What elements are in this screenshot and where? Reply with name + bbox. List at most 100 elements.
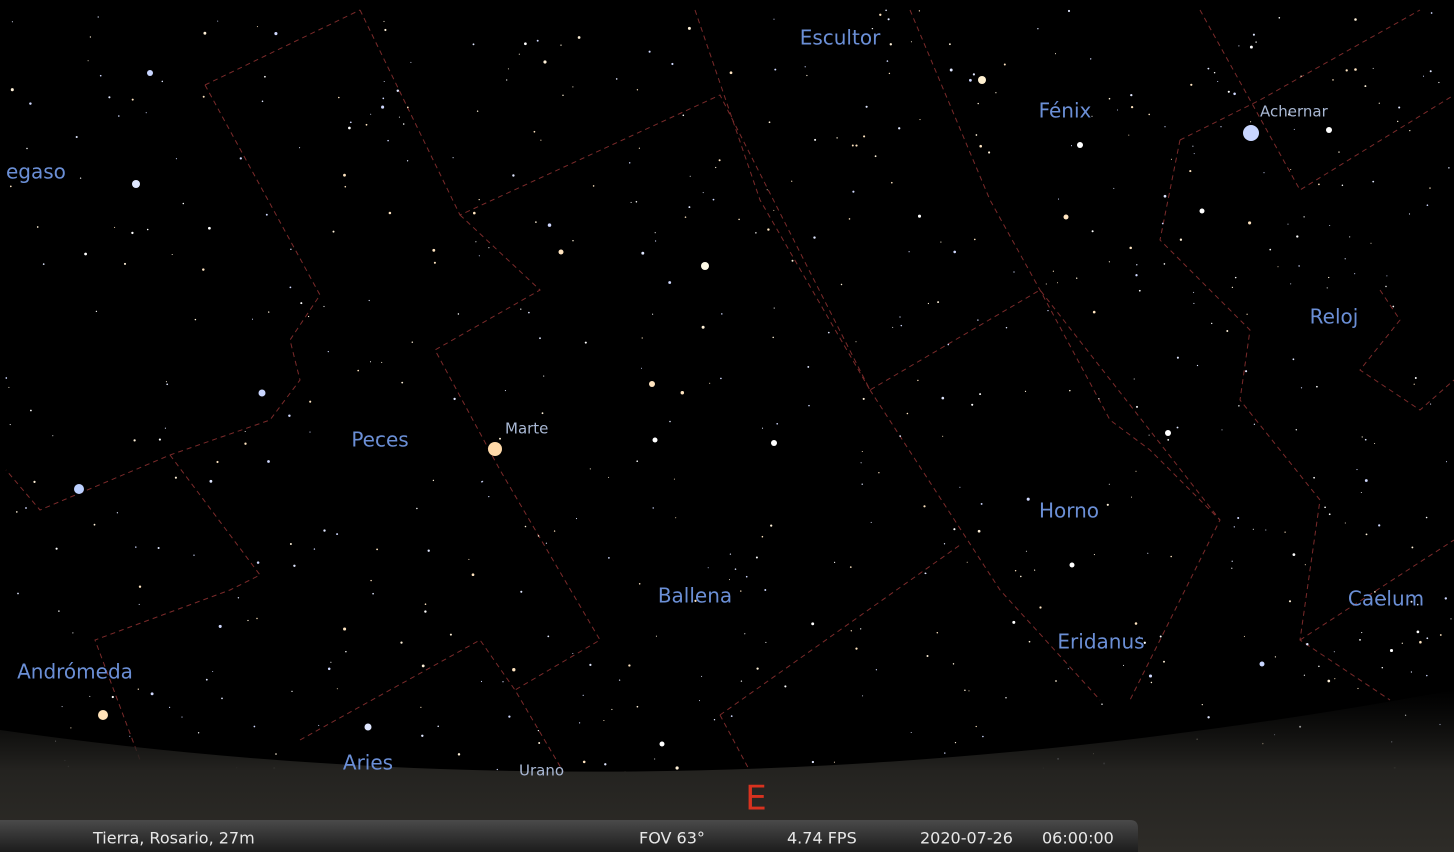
star[interactable] <box>259 390 266 397</box>
star[interactable] <box>520 591 522 593</box>
star[interactable] <box>1109 98 1111 100</box>
star[interactable] <box>967 562 968 563</box>
star[interactable] <box>977 319 978 320</box>
star[interactable] <box>767 189 768 190</box>
star[interactable] <box>642 337 643 338</box>
star[interactable] <box>583 761 586 764</box>
star[interactable] <box>813 236 815 238</box>
star[interactable] <box>1071 145 1072 146</box>
star[interactable] <box>1346 69 1348 71</box>
star[interactable] <box>1263 172 1264 173</box>
star[interactable] <box>473 43 475 45</box>
star[interactable] <box>337 688 338 689</box>
star[interactable] <box>1450 618 1451 619</box>
star[interactable] <box>10 424 11 425</box>
star[interactable] <box>291 691 292 692</box>
star[interactable] <box>769 121 771 123</box>
star[interactable] <box>1109 484 1110 485</box>
star[interactable] <box>488 442 502 456</box>
star[interactable] <box>1164 126 1165 127</box>
star[interactable] <box>472 573 475 576</box>
star[interactable] <box>978 103 979 104</box>
star[interactable] <box>1232 287 1233 288</box>
star[interactable] <box>1177 357 1179 359</box>
star[interactable] <box>208 227 211 230</box>
star[interactable] <box>212 671 213 672</box>
star[interactable] <box>1296 235 1298 237</box>
star[interactable] <box>720 378 722 380</box>
star[interactable] <box>383 21 384 22</box>
star[interactable] <box>841 284 842 285</box>
star[interactable] <box>1329 513 1331 515</box>
star[interactable] <box>862 484 863 485</box>
star[interactable] <box>1301 387 1302 388</box>
star[interactable] <box>1370 243 1371 244</box>
star[interactable] <box>949 43 951 45</box>
star[interactable] <box>1361 492 1362 493</box>
star[interactable] <box>1392 306 1394 308</box>
star[interactable] <box>1356 469 1357 470</box>
star[interactable] <box>738 219 740 221</box>
star[interactable] <box>370 114 371 115</box>
star[interactable] <box>593 185 595 187</box>
star[interactable] <box>1190 84 1192 86</box>
star[interactable] <box>1366 533 1368 535</box>
star[interactable] <box>924 572 926 574</box>
star[interactable] <box>572 653 573 654</box>
star[interactable] <box>978 76 986 84</box>
star[interactable] <box>1047 310 1048 311</box>
star[interactable] <box>776 423 778 425</box>
star[interactable] <box>203 32 206 35</box>
star[interactable] <box>811 622 814 625</box>
star[interactable] <box>384 29 386 31</box>
star[interactable] <box>653 507 654 508</box>
star[interactable] <box>181 717 182 718</box>
star[interactable] <box>1390 649 1393 652</box>
star[interactable] <box>1238 45 1239 46</box>
star[interactable] <box>217 21 218 22</box>
star[interactable] <box>685 216 687 218</box>
star[interactable] <box>434 262 436 264</box>
star[interactable] <box>538 730 539 731</box>
star[interactable] <box>1129 247 1132 250</box>
star[interactable] <box>1386 275 1387 276</box>
star[interactable] <box>488 496 489 497</box>
star[interactable] <box>1098 398 1099 399</box>
star[interactable] <box>1419 641 1422 644</box>
star[interactable] <box>1253 529 1254 530</box>
star[interactable] <box>730 71 733 74</box>
star[interactable] <box>1294 129 1295 130</box>
star[interactable] <box>719 159 721 161</box>
star[interactable] <box>381 106 384 109</box>
star[interactable] <box>892 327 893 328</box>
star[interactable] <box>576 518 577 519</box>
star[interactable] <box>1113 188 1114 189</box>
star[interactable] <box>1160 636 1162 638</box>
star[interactable] <box>1417 631 1420 634</box>
star[interactable] <box>1409 130 1410 131</box>
star[interactable] <box>289 286 291 288</box>
star[interactable] <box>756 667 758 669</box>
star[interactable] <box>328 668 331 671</box>
star[interactable] <box>343 174 346 177</box>
star[interactable] <box>767 228 769 230</box>
star[interactable] <box>1342 185 1344 187</box>
star[interactable] <box>608 477 609 478</box>
star[interactable] <box>855 145 857 147</box>
star[interactable] <box>1414 384 1415 385</box>
star[interactable] <box>506 79 507 80</box>
star[interactable] <box>1238 405 1239 406</box>
star[interactable] <box>52 435 53 436</box>
star[interactable] <box>852 191 854 193</box>
star[interactable] <box>889 73 890 74</box>
star[interactable] <box>1255 41 1256 42</box>
star[interactable] <box>976 726 977 727</box>
star[interactable] <box>590 468 591 469</box>
star[interactable] <box>875 155 877 157</box>
star[interactable] <box>559 250 564 255</box>
star[interactable] <box>407 160 408 161</box>
star[interactable] <box>919 119 920 120</box>
star[interactable] <box>268 311 269 312</box>
star[interactable] <box>539 337 541 339</box>
star[interactable] <box>953 251 956 254</box>
